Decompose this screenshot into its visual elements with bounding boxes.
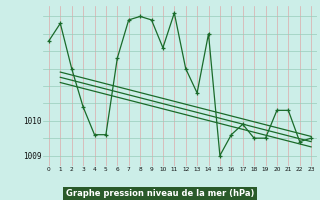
Text: Graphe pression niveau de la mer (hPa): Graphe pression niveau de la mer (hPa) (66, 189, 254, 198)
